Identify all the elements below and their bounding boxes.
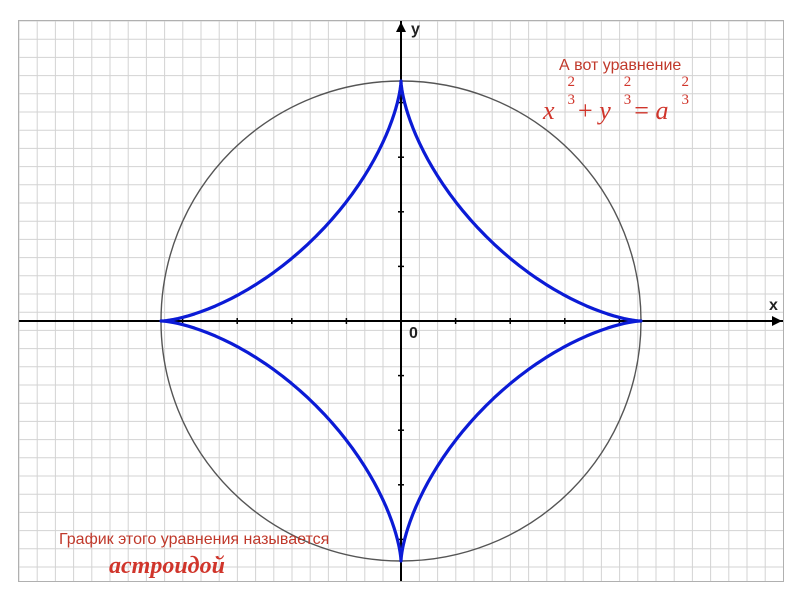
equation-sup-num: 2 (568, 74, 576, 91)
x-axis-label: x (769, 297, 778, 315)
equation-sup-den: 3 (681, 92, 689, 109)
equation-sup-num: 2 (681, 74, 689, 91)
caption-bottom-line1: График этого уравнения называется (59, 531, 329, 549)
origin-label: 0 (409, 325, 418, 343)
equation-term: x (543, 96, 555, 125)
equation-sup-den: 3 (568, 92, 576, 109)
caption-top: А вот уравнение (559, 57, 681, 75)
equation-sup-den: 3 (624, 92, 632, 109)
equation-sup-num: 2 (624, 74, 632, 91)
equation-term: y (599, 96, 611, 125)
y-axis-label: y (411, 21, 420, 39)
equation-op: + (572, 96, 600, 125)
plot-area: y x 0 А вот уравнение x23 + y23 = a23 Гр… (18, 20, 784, 582)
equation-term: a (655, 96, 668, 125)
equation-op: = (628, 96, 656, 125)
equation: x23 + y23 = a23 (543, 96, 685, 126)
caption-bottom-line2: астроидой (109, 553, 225, 580)
